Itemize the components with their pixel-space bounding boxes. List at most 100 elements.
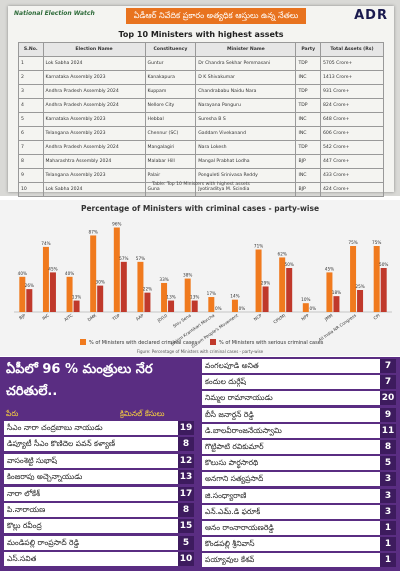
value-label: 30% [96,280,105,285]
bar [144,292,151,312]
table-cell: Telangana Assembly 2023 [42,168,146,183]
bar [73,300,80,312]
value-label: 13% [72,295,81,300]
case-row: పి.నారాయణ 8 [4,503,194,517]
table-cell: TDP [295,98,321,113]
minister-name: పి.నారాయణ [7,505,46,514]
category-label: JD(U) [156,313,169,324]
case-row: కందుల దుర్గేష్ 7 [202,375,396,390]
table-cell: 648 Crore+ [319,112,385,127]
table-row: 3 Andhra Pradesh Assembly 2024 Kuppam Chand… [18,84,385,99]
bar [350,246,357,312]
table-cell: Mangal Prabhat Lodha [195,154,297,169]
table-cell: Narayana Ponguru [195,98,297,113]
value-label: 45% [48,266,57,271]
org-logo: ADR [354,8,388,23]
bar [262,286,269,312]
table-cell: Andhra Pradesh Assembly 2024 [42,84,146,99]
table-cell: D K Shivakumar [195,70,297,85]
legend-label: % of Ministers with serious criminal cas… [219,340,324,346]
category-label: CPI(M) [272,313,286,325]
table-cell: INC [295,70,321,85]
case-count: 11 [380,423,396,438]
bar [66,276,73,312]
value-label: 50% [379,262,388,267]
header-row: S.No. Election Name Constituency Minister N… [18,42,385,57]
case-row: జి.సంధ్యారాణి 3 [202,488,396,503]
table-cell: INC [295,168,321,183]
minister-name: గొట్టిపాటి రవికుమార్ [205,442,264,451]
bar [90,235,97,312]
column-header: Minister Name [195,42,297,57]
value-label: 57% [136,256,145,261]
bar [373,246,380,312]
minister-name: వాసంశెట్టి సుభాష్ [7,455,58,465]
table-cell: Jyotiraditya M. Scindia [195,182,297,197]
table-cell: Kanakapura [144,70,197,85]
category-label: TDP [110,312,121,322]
bar [255,249,262,312]
table-cell: INC [295,112,321,127]
table-cell: 5 [18,112,44,127]
value-label: 0% [215,306,222,311]
table-cell: Malabar Hill [144,154,197,169]
category-label: CPI [372,313,380,321]
bar [120,261,127,312]
category-label: DMK [87,313,98,323]
table-title: Top 10 Ministers with highest assets [118,30,284,39]
criminal-cases-panel: ఏపీలో 96 % మంత్రులు నేర చరితులే.. పేరు క… [0,357,400,571]
table-cell: BJP [295,154,321,169]
table-row: 10 Lok Sabha 2024 Guna Jyotiraditya M. Scin… [18,182,385,197]
case-count: 17 [178,486,194,501]
table-cell: Lok Sabha 2024 [42,182,146,197]
value-label: 50% [285,262,294,267]
value-label: 26% [25,283,34,288]
column-header: Party [295,42,321,57]
category-label: NPP [300,312,310,321]
category-label: INC [41,313,50,321]
case-row: నారా లోకేశ్ 17 [4,486,194,501]
minister-name: ఎస్.సవిత [7,554,37,564]
table-cell: 606 Crore+ [319,126,385,141]
table-cell: 10 [18,182,44,197]
category-label: NCP [253,312,263,321]
minister-name: వంగలపూడి అనిత [205,361,259,370]
case-row: డి.బాలవీరాంజనేయస్వామి 11 [202,423,396,438]
minister-name: కొలుసు పార్థసారథి [205,458,259,468]
table-cell: Palair [144,168,197,183]
value-label: 74% [41,241,50,246]
value-label: 40% [18,271,27,276]
case-count: 8 [178,503,194,517]
table-cell: 7 [18,140,44,155]
table-cell: Hebbal [144,112,197,127]
table-cell: Karnataka Assembly 2023 [42,70,146,85]
table-cell: 931 Crore+ [319,84,385,99]
table-cell: Maharashtra Assembly 2024 [42,154,146,169]
table-row: 5 Karnataka Assembly 2023 Hebbal Suresha B … [18,112,385,127]
table-cell: Lok Sabha 2024 [42,56,146,71]
case-row: కొండపల్లి శ్రీనివాస్ 1 [202,537,396,552]
value-label: 18% [332,290,341,295]
value-label: 0% [239,306,246,311]
case-count: 1 [380,537,396,552]
case-row: ఎన్.ఎమ్.డి ఫరూక్ 3 [202,504,396,519]
sheet: National Election Watch ఏడీఆర్ నివేదిక ప… [8,6,394,197]
value-label: 33% [159,277,168,282]
value-label: 96% [112,222,121,227]
minister-name: కొండపల్లి శ్రీనివాస్ [205,539,255,549]
table-row: 4 Andhra Pradesh Assembly 2024 Nellore Cit… [18,98,385,113]
case-row: ఎస్.సవిత 10 [4,552,194,567]
table-cell: Nara Lokesh [195,140,297,155]
case-row: సీఎం నారా చంద్రబాబు నాయుడు 19 [4,421,194,435]
table-row: 7 Andhra Pradesh Assembly 2024 Mangalagiri… [18,140,385,155]
table-cell: 824 Crore+ [319,98,385,113]
table-cell: 6 [18,126,44,141]
bar [42,246,49,312]
table-row: 8 Maharashtra Assembly 2024 Malabar Hill Ma… [18,154,385,169]
value-label: 0% [309,306,316,311]
minister-name: సీఎం నారా చంద్రబాబు నాయుడు [7,423,103,432]
table-cell: Gaddam Vivekanand [195,126,297,141]
category-label: AAP [135,312,145,321]
case-count: 3 [380,472,396,487]
minister-name: బీసీ జనార్దన్ రెడ్డి [205,409,254,419]
